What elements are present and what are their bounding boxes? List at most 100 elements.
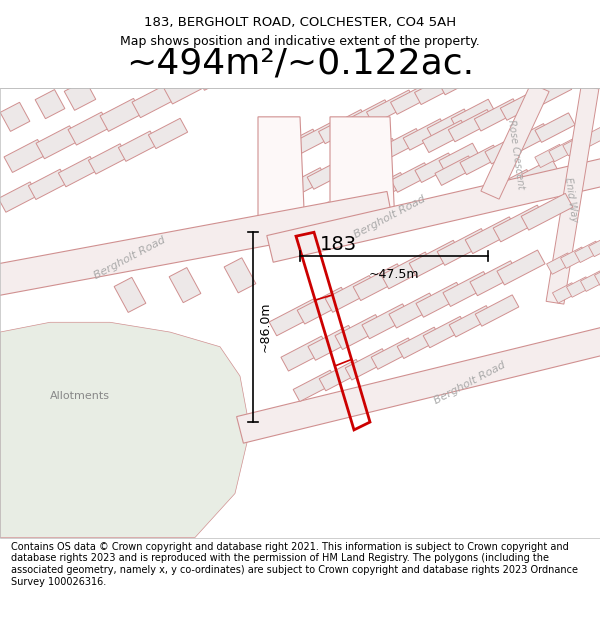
Polygon shape: [100, 98, 142, 131]
Polygon shape: [319, 192, 359, 222]
Polygon shape: [497, 250, 545, 285]
Polygon shape: [526, 78, 572, 109]
Polygon shape: [423, 316, 467, 348]
Text: 183: 183: [320, 234, 357, 254]
Polygon shape: [427, 109, 471, 141]
Polygon shape: [295, 202, 335, 231]
Polygon shape: [397, 327, 441, 359]
Polygon shape: [575, 241, 600, 262]
Polygon shape: [465, 217, 517, 254]
Polygon shape: [500, 88, 546, 120]
Polygon shape: [343, 100, 391, 134]
Polygon shape: [367, 173, 407, 202]
Polygon shape: [297, 288, 349, 324]
Polygon shape: [281, 336, 329, 371]
Polygon shape: [474, 99, 520, 131]
Polygon shape: [343, 182, 383, 212]
Polygon shape: [269, 299, 321, 336]
Polygon shape: [535, 113, 575, 142]
Polygon shape: [319, 359, 363, 391]
Polygon shape: [577, 127, 600, 150]
Polygon shape: [331, 148, 375, 179]
Polygon shape: [493, 205, 545, 242]
Polygon shape: [345, 349, 389, 380]
Text: Allotments: Allotments: [50, 391, 110, 401]
Text: ~86.0m: ~86.0m: [259, 302, 272, 352]
Polygon shape: [64, 81, 96, 111]
Polygon shape: [4, 139, 46, 172]
Polygon shape: [422, 120, 468, 152]
Polygon shape: [0, 102, 30, 131]
Polygon shape: [522, 159, 558, 186]
Text: Bergholt Road: Bergholt Road: [433, 360, 508, 406]
Polygon shape: [470, 261, 518, 296]
Polygon shape: [355, 138, 399, 170]
Polygon shape: [379, 129, 423, 160]
Polygon shape: [308, 326, 356, 360]
Polygon shape: [28, 169, 68, 199]
Polygon shape: [293, 370, 337, 401]
Polygon shape: [0, 322, 250, 538]
Polygon shape: [267, 158, 600, 262]
Polygon shape: [367, 90, 415, 124]
Polygon shape: [335, 314, 383, 349]
Polygon shape: [541, 174, 569, 196]
Polygon shape: [449, 306, 493, 337]
Polygon shape: [236, 324, 600, 443]
Polygon shape: [443, 271, 491, 306]
Polygon shape: [546, 86, 599, 304]
Polygon shape: [164, 71, 206, 104]
Polygon shape: [409, 240, 461, 277]
Polygon shape: [118, 131, 158, 161]
Polygon shape: [403, 119, 447, 150]
Polygon shape: [68, 112, 110, 145]
Polygon shape: [258, 117, 305, 244]
Text: ~494m²/~0.122ac.: ~494m²/~0.122ac.: [126, 46, 474, 81]
Polygon shape: [416, 282, 464, 318]
Text: Bergholt Road: Bergholt Road: [92, 234, 167, 281]
Polygon shape: [566, 277, 592, 298]
Text: Map shows position and indicative extent of the property.: Map shows position and indicative extent…: [120, 35, 480, 48]
Polygon shape: [589, 235, 600, 257]
Polygon shape: [535, 144, 565, 168]
Polygon shape: [555, 168, 583, 191]
Polygon shape: [319, 109, 367, 144]
Polygon shape: [439, 143, 479, 172]
Polygon shape: [371, 338, 415, 369]
Text: 183, BERGHOLT ROAD, COLCHESTER, CO4 5AH: 183, BERGHOLT ROAD, COLCHESTER, CO4 5AH: [144, 16, 456, 29]
Polygon shape: [560, 247, 587, 268]
Polygon shape: [549, 139, 579, 162]
Polygon shape: [35, 89, 65, 119]
Polygon shape: [196, 58, 238, 90]
Polygon shape: [569, 162, 597, 185]
Text: Contains OS data © Crown copyright and database right 2021. This information is : Contains OS data © Crown copyright and d…: [11, 542, 578, 587]
Text: Enid Way: Enid Way: [563, 177, 579, 223]
Polygon shape: [439, 61, 487, 95]
Polygon shape: [481, 84, 549, 199]
Polygon shape: [447, 191, 483, 219]
Polygon shape: [415, 71, 463, 104]
Polygon shape: [437, 229, 489, 266]
Polygon shape: [389, 293, 437, 328]
Polygon shape: [472, 180, 508, 208]
Polygon shape: [271, 129, 319, 163]
Polygon shape: [295, 119, 343, 154]
Polygon shape: [0, 182, 38, 213]
Polygon shape: [448, 109, 494, 142]
Polygon shape: [330, 117, 395, 244]
Polygon shape: [391, 80, 439, 114]
Polygon shape: [497, 169, 533, 198]
Polygon shape: [415, 153, 455, 182]
Polygon shape: [58, 156, 98, 187]
Polygon shape: [132, 85, 174, 118]
Polygon shape: [451, 99, 495, 131]
Polygon shape: [435, 156, 475, 186]
Polygon shape: [580, 271, 600, 291]
Polygon shape: [325, 276, 377, 312]
Polygon shape: [353, 264, 405, 301]
Polygon shape: [485, 134, 525, 164]
Polygon shape: [547, 253, 574, 274]
Polygon shape: [563, 132, 593, 156]
Polygon shape: [510, 124, 550, 153]
Polygon shape: [463, 51, 511, 85]
